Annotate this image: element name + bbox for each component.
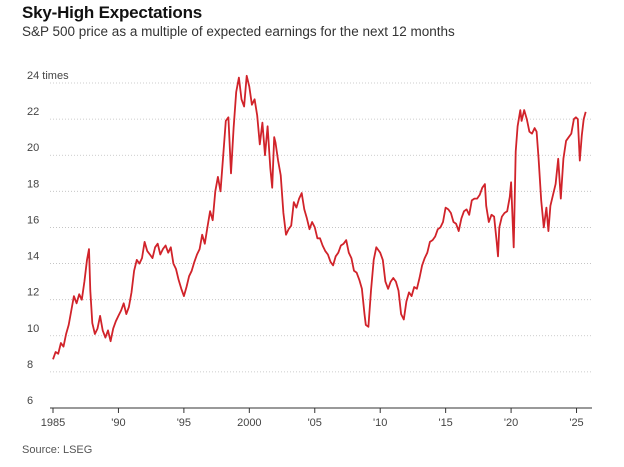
y-tick-label: 8 bbox=[27, 359, 33, 371]
y-tick-label: 16 bbox=[27, 214, 39, 226]
y-tick-label: 12 bbox=[27, 287, 39, 299]
chart-title: Sky-High Expectations bbox=[22, 3, 203, 22]
series-group bbox=[52, 74, 587, 360]
x-tick-label: '20 bbox=[504, 417, 518, 429]
pe-ratio-line bbox=[52, 74, 587, 360]
x-tick-label: '05 bbox=[308, 417, 322, 429]
x-tick-label: 1985 bbox=[41, 417, 65, 429]
x-tick-label: '25 bbox=[569, 417, 583, 429]
x-tick-label: '95 bbox=[177, 417, 191, 429]
y-axis-ticks: 24 times 22 20 18 16 14 12 10 8 6 bbox=[27, 70, 69, 407]
x-tick-label: '10 bbox=[373, 417, 387, 429]
x-tick-label: '90 bbox=[111, 417, 125, 429]
y-tick-label: 6 bbox=[27, 395, 33, 407]
y-tick-label: 10 bbox=[27, 323, 39, 335]
x-axis: 1985 '90 '95 2000 '05 '10 '15 '20 '25 bbox=[41, 407, 592, 429]
source-note: Source: LSEG bbox=[22, 444, 93, 456]
gridlines bbox=[50, 82, 592, 373]
y-tick-label: 22 bbox=[27, 106, 39, 118]
y-tick-label: 24 times bbox=[27, 70, 69, 82]
x-tick-label: '15 bbox=[438, 417, 452, 429]
y-tick-label: 18 bbox=[27, 178, 39, 190]
x-tick-label: 2000 bbox=[237, 417, 261, 429]
y-tick-label: 20 bbox=[27, 142, 39, 154]
y-tick-label: 14 bbox=[27, 251, 39, 263]
chart-subtitle: S&P 500 price as a multiple of expected … bbox=[22, 24, 455, 39]
